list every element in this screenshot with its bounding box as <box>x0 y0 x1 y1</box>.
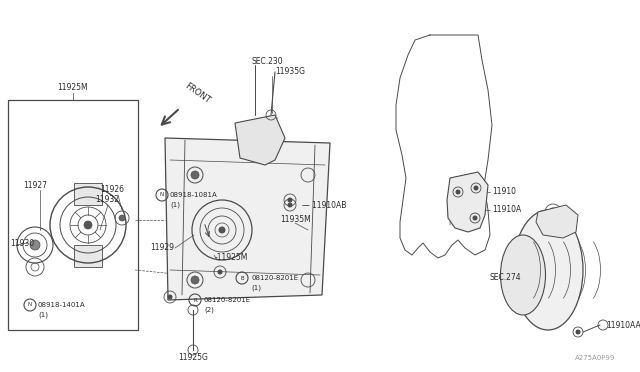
Circle shape <box>288 203 292 207</box>
Text: 08918-1401A: 08918-1401A <box>38 302 86 308</box>
Text: SEC.230: SEC.230 <box>252 58 284 67</box>
Text: (2): (2) <box>204 307 214 313</box>
Text: SEC.274: SEC.274 <box>490 273 522 282</box>
Circle shape <box>549 208 557 216</box>
Text: 11910: 11910 <box>492 187 516 196</box>
Polygon shape <box>235 115 285 165</box>
Text: N: N <box>28 302 32 308</box>
Circle shape <box>168 295 172 299</box>
Circle shape <box>473 216 477 220</box>
Text: (1): (1) <box>38 312 48 318</box>
Text: -11925M: -11925M <box>215 253 248 263</box>
Bar <box>8 100 138 330</box>
Circle shape <box>191 276 199 284</box>
Circle shape <box>474 186 478 190</box>
Text: 11929: 11929 <box>150 244 174 253</box>
Text: 11932: 11932 <box>95 196 119 205</box>
Text: A275A0P99: A275A0P99 <box>575 355 615 361</box>
Text: N: N <box>160 192 164 198</box>
Text: 11926: 11926 <box>100 186 124 195</box>
Circle shape <box>218 270 222 274</box>
Text: R: R <box>193 298 197 302</box>
Text: B: B <box>240 276 244 280</box>
Text: 08918-1081A: 08918-1081A <box>170 192 218 198</box>
Circle shape <box>30 240 40 250</box>
Bar <box>74 183 102 205</box>
Ellipse shape <box>513 210 583 330</box>
Text: 11935G: 11935G <box>275 67 305 77</box>
Text: 11910AA: 11910AA <box>606 321 640 330</box>
Text: 11925G: 11925G <box>178 353 208 362</box>
Circle shape <box>288 198 292 202</box>
Bar <box>74 245 102 267</box>
Polygon shape <box>536 205 578 238</box>
Circle shape <box>219 227 225 233</box>
Text: (1): (1) <box>251 285 261 291</box>
Text: 11930: 11930 <box>10 238 34 247</box>
Ellipse shape <box>500 235 545 315</box>
Circle shape <box>191 171 199 179</box>
Circle shape <box>84 221 92 229</box>
Text: 11927: 11927 <box>23 180 47 189</box>
Text: 08120-8201E: 08120-8201E <box>251 275 298 281</box>
Text: 11910A: 11910A <box>492 205 521 215</box>
Text: (1): (1) <box>170 202 180 208</box>
Text: FRONT: FRONT <box>183 81 212 105</box>
Text: 11925M: 11925M <box>58 83 88 93</box>
Circle shape <box>456 190 460 194</box>
Text: 11935M: 11935M <box>280 215 311 224</box>
Circle shape <box>119 215 125 221</box>
Text: — 11910AB: — 11910AB <box>302 201 346 209</box>
Text: 08120-8201E: 08120-8201E <box>204 297 251 303</box>
Circle shape <box>576 330 580 334</box>
Polygon shape <box>447 172 488 232</box>
Polygon shape <box>165 138 330 300</box>
